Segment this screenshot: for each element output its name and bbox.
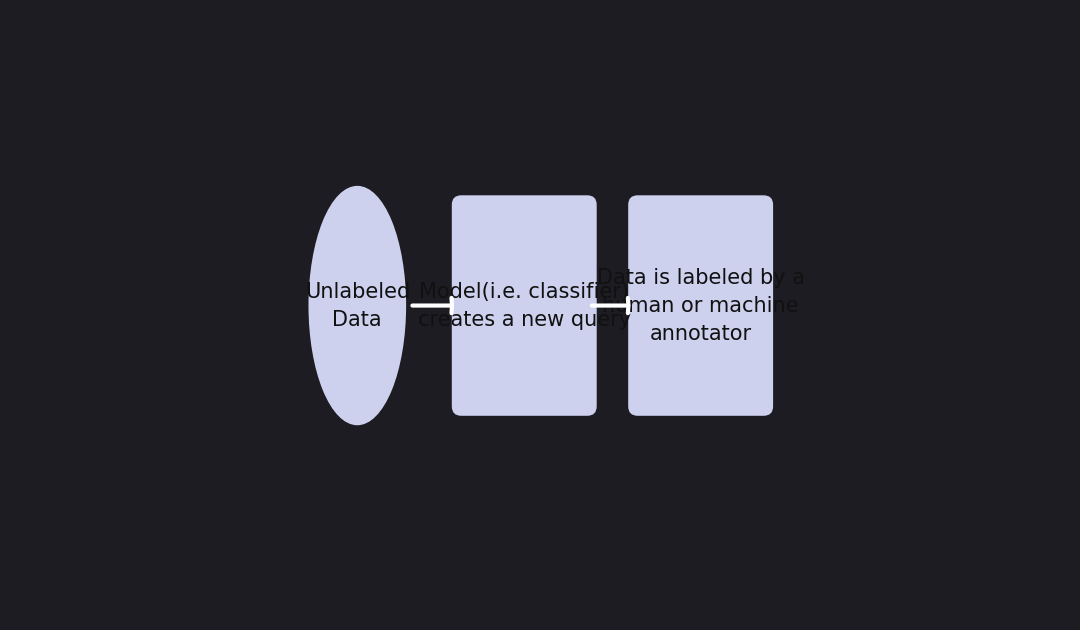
- Text: Unlabeled
Data: Unlabeled Data: [305, 282, 410, 329]
- FancyBboxPatch shape: [451, 195, 597, 416]
- Text: Model(i.e. classifier)
creates a new query: Model(i.e. classifier) creates a new que…: [418, 282, 631, 329]
- Text: Data is labeled by a
human or machine
annotator: Data is labeled by a human or machine an…: [596, 268, 805, 343]
- FancyBboxPatch shape: [629, 195, 773, 416]
- Ellipse shape: [309, 186, 406, 425]
